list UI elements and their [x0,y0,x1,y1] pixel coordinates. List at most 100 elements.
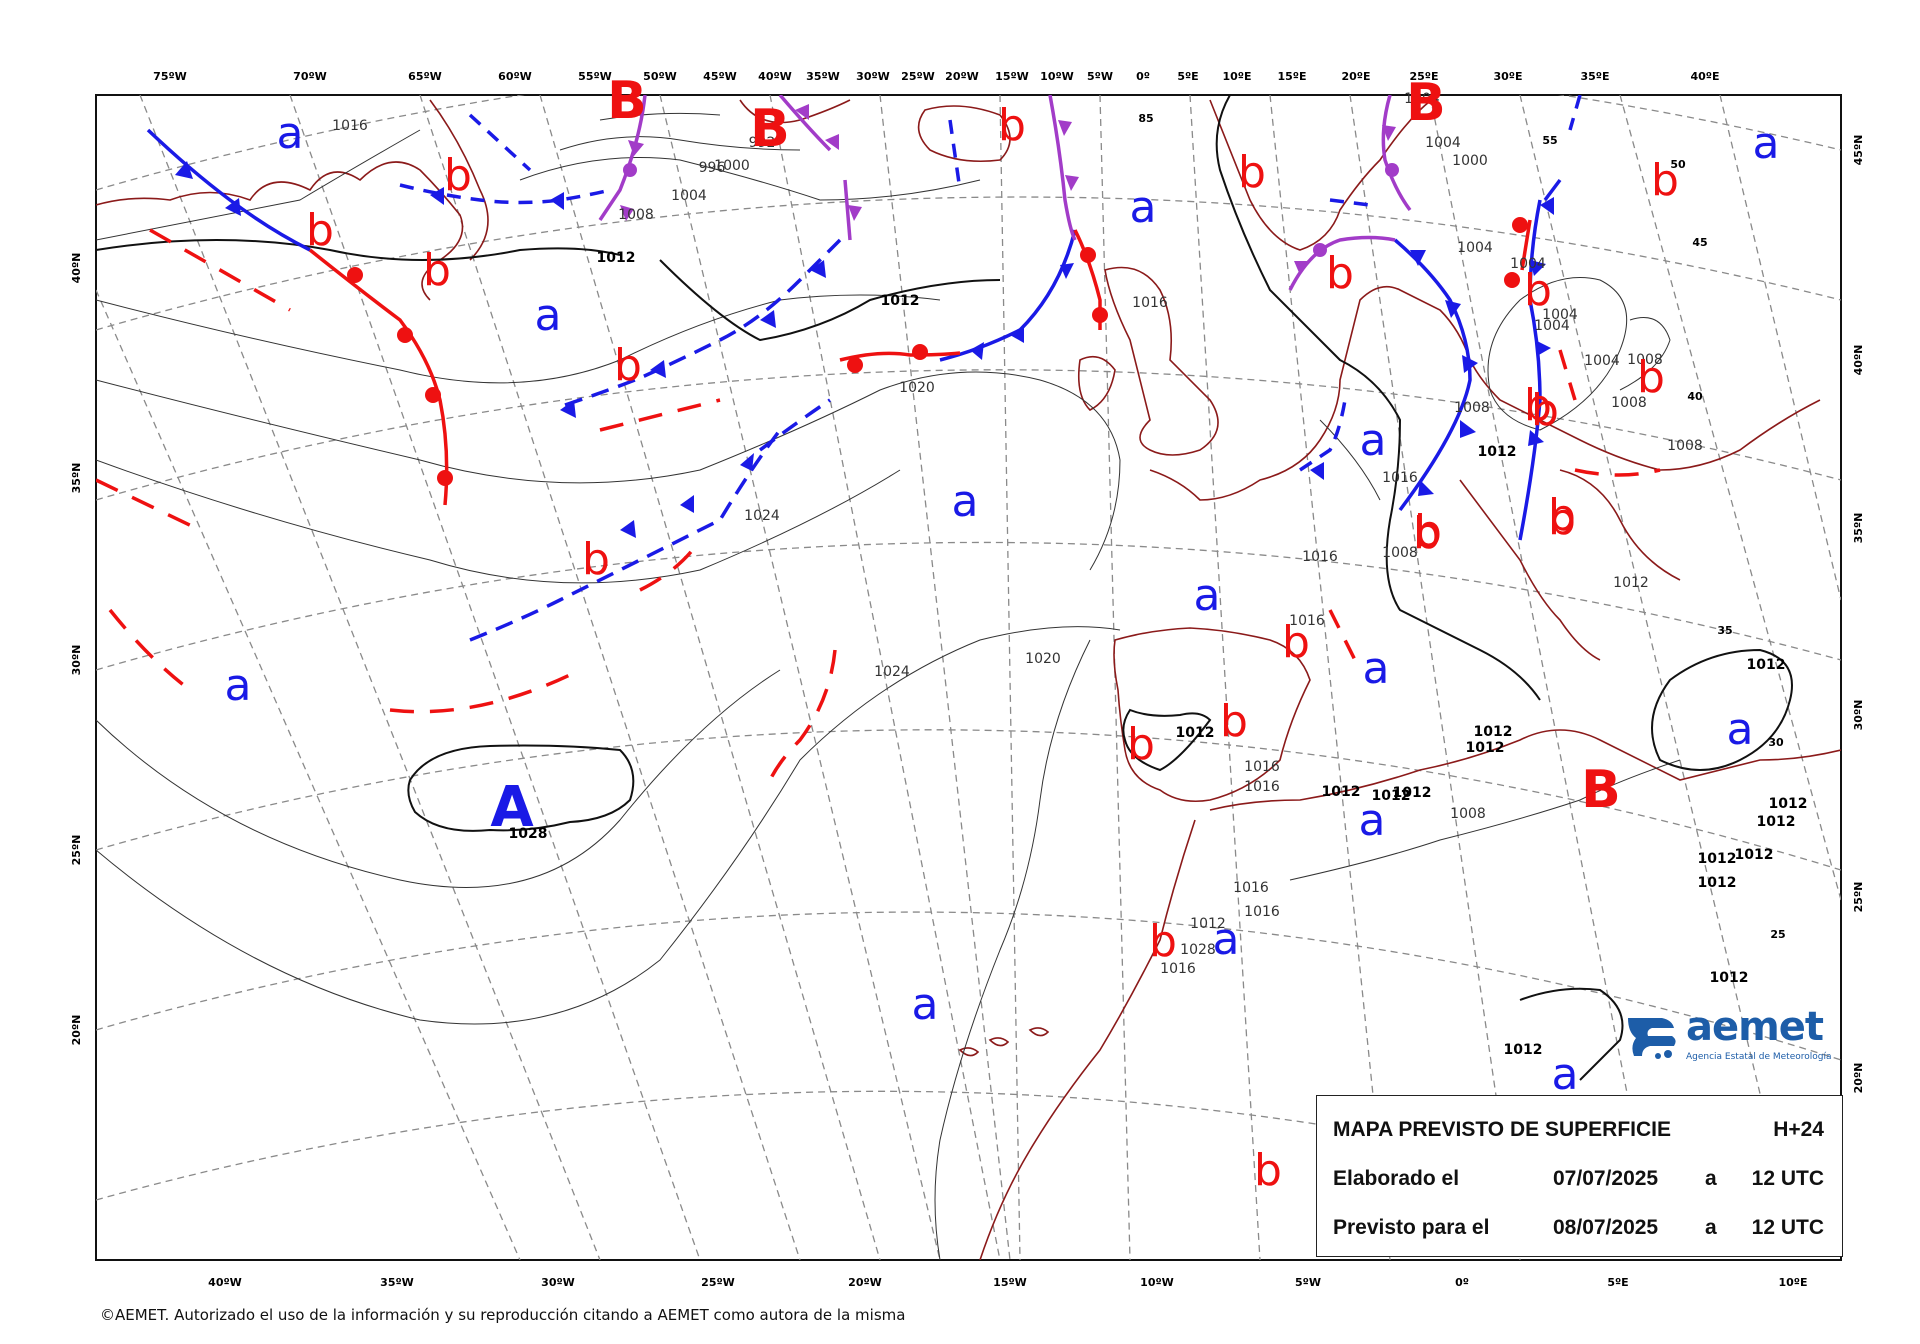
left-tick-label: 25ºN [70,835,83,866]
aemet-logo: aemet Agencia Estatal de Meteorología [1622,1004,1844,1066]
bottom-axis-ticks: 40ºW 35ºW 30ºW 25ºW 20ºW 15ºW 10ºW 5ºW 0º 5ºE 10ºE [208,1276,1807,1289]
top-tick-label: 30ºW [856,70,890,83]
isobar-label: 1016 [1244,759,1280,775]
legend-valid-date: 08/07/2025 [1553,1216,1659,1239]
low-pressure-marker: b [444,150,472,201]
right-axis-ticks: 45ºN 40ºN 35ºN 30ºN 25ºN 20ºN [1852,135,1865,1094]
legend-title-row: MAPA PREVISTO DE SUPERFICIE H+24 [1333,1118,1824,1148]
right-tick-label: 20ºN [1852,1063,1865,1094]
isobar-label: 1016 [1233,880,1269,896]
grid-inner-label: 50 [1670,158,1686,171]
grid-inner-label: 40 [1687,390,1703,403]
low-pressure-marker: b [998,100,1026,151]
top-tick-label: 35ºW [806,70,840,83]
high-pressure-marker: a [1360,415,1387,466]
grid-inner-label: 45 [1692,236,1707,249]
isobar-label: 1012 [1474,724,1513,740]
isobar-label: 1012 [1769,796,1808,812]
legend-issued-a: a [1705,1167,1717,1190]
isobar-label: 1008 [1611,395,1647,411]
isobar-label: 1016 [1244,904,1280,920]
map-frame [95,94,1842,1261]
isobar-label: 1016 [332,118,368,134]
bottom-tick-label: 10ºE [1778,1276,1807,1289]
bottom-tick-label: 30ºW [541,1276,575,1289]
isobar-label: 1012 [1190,916,1226,932]
low-pressure-marker: b [1413,508,1441,559]
top-tick-label: 30ºE [1493,70,1522,83]
right-tick-label: 25ºN [1852,882,1865,913]
bottom-tick-label: 0º [1455,1276,1469,1289]
left-axis-ticks: 40ºN 35ºN 30ºN 25ºN 20ºN [70,253,83,1046]
grid-inner-label: 35 [1717,624,1732,637]
isobar-label: 1012 [1466,740,1505,756]
legend-title: MAPA PREVISTO DE SUPERFICIE [1333,1118,1671,1141]
high-pressure-marker: a [952,476,979,527]
low-pressure-marker: b [1238,147,1266,198]
grid-inner-label: 30 [1768,736,1784,749]
bottom-tick-label: 20ºW [848,1276,882,1289]
isobar-label: 1008 [1627,352,1663,368]
isobar-label: 1004 [1542,307,1578,323]
top-tick-label: 25ºW [901,70,935,83]
bottom-tick-label: 15ºW [993,1276,1027,1289]
high-pressure-marker: a [1727,704,1754,755]
high-pressure-marker: a [1552,1049,1579,1100]
high-pressure-marker: a [1363,643,1390,694]
top-tick-label: 65ºW [408,70,442,83]
copyright-notice: ©AEMET. Autorizado el uso de la informac… [100,1306,906,1324]
low-pressure-marker: b [306,205,334,256]
left-tick-label: 40ºN [70,253,83,284]
top-tick-label: 10ºW [1040,70,1074,83]
top-tick-label: 5ºE [1177,70,1198,83]
high-pressure-marker: a [225,660,252,711]
isobar-label: 1020 [1025,651,1061,667]
top-tick-label: 40ºW [758,70,792,83]
isobar-label: 1004 [1510,256,1546,272]
isobar-label: 1028 [1180,942,1216,958]
isobar-label: 1008 [1382,545,1418,561]
isobar-label: 1016 [1244,779,1280,795]
top-tick-label: 45ºW [703,70,737,83]
anticyclone-marker: A [490,775,534,840]
grid-inner-labels: 55 50 45 40 35 30 25 85 [1138,112,1785,941]
right-tick-label: 35ºN [1852,513,1865,544]
legend-valid-label: Previsto para el [1333,1216,1490,1239]
isobar-label: 1012 [1613,575,1649,591]
isobar-label: 1012 [881,293,920,309]
isobar-label: 996 [699,160,726,176]
bottom-tick-label: 5ºW [1295,1276,1321,1289]
isobar-label: 1016 [1160,961,1196,977]
top-tick-label: 60ºW [498,70,532,83]
depression-marker: B [750,99,790,159]
high-pressure-marker: a [912,979,939,1030]
legend-issued-label: Elaborado el [1333,1167,1460,1190]
low-pressure-marker: b [1548,490,1576,541]
isobar-label: 1008 [618,207,654,223]
low-pressure-marker: b [1524,380,1552,431]
right-tick-label: 30ºN [1852,700,1865,731]
left-tick-label: 30ºN [70,645,83,676]
low-pressure-marker: b [1254,1145,1282,1196]
isobar-label: 1012 [1372,788,1411,804]
legend-valid-a: a [1705,1216,1717,1239]
isobar-label: 1008 [1454,400,1490,416]
low-pressure-marker: b [1548,494,1576,545]
bottom-tick-label: 10ºW [1140,1276,1174,1289]
isobar-label: 1012 [1735,847,1774,863]
low-pressure-marker: b [423,245,451,296]
top-tick-label: 70ºW [293,70,327,83]
isobar-label: 1012 [1757,814,1796,830]
depression-marker: B [1406,73,1446,133]
warm-fronts [96,219,1661,781]
left-tick-label: 35ºN [70,463,83,494]
depression-marker: B [1581,760,1621,820]
high-pressure-marker: a [1130,182,1157,233]
cold-front-triangles [175,161,1554,538]
legend-issued-date: 07/07/2025 [1553,1167,1659,1190]
aemet-logo-subtitle: Agencia Estatal de Meteorología [1686,1052,1832,1062]
low-pressure-marker: b [1651,155,1679,206]
isobars-bold [96,95,1793,1081]
